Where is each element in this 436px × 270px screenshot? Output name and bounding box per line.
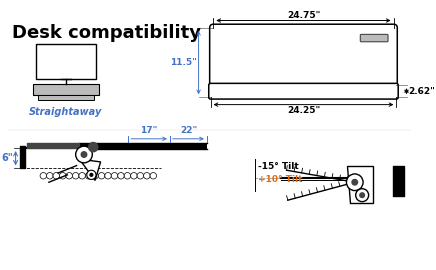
Circle shape — [66, 173, 72, 179]
Circle shape — [347, 174, 363, 191]
Circle shape — [131, 173, 137, 179]
Circle shape — [150, 173, 157, 179]
FancyBboxPatch shape — [360, 34, 388, 42]
Text: 2.62": 2.62" — [409, 87, 435, 96]
Text: 24.75": 24.75" — [287, 11, 320, 20]
Bar — [38, 95, 94, 100]
Circle shape — [124, 173, 131, 179]
Text: Straightaway: Straightaway — [29, 107, 102, 117]
Polygon shape — [79, 159, 101, 180]
Circle shape — [81, 152, 87, 157]
Polygon shape — [347, 166, 373, 202]
Text: +10° Tilt: +10° Tilt — [258, 175, 302, 184]
Text: 11.5": 11.5" — [170, 58, 197, 67]
Bar — [33, 84, 99, 95]
Text: 22": 22" — [180, 126, 197, 135]
Circle shape — [89, 143, 98, 152]
Circle shape — [79, 173, 85, 179]
Circle shape — [72, 173, 79, 179]
Circle shape — [111, 173, 118, 179]
Circle shape — [76, 146, 92, 163]
Text: 6": 6" — [1, 153, 13, 163]
Circle shape — [137, 173, 143, 179]
Circle shape — [118, 173, 124, 179]
Circle shape — [40, 173, 47, 179]
Circle shape — [143, 173, 150, 179]
Bar — [36, 44, 96, 79]
FancyBboxPatch shape — [210, 24, 397, 87]
Circle shape — [87, 170, 96, 180]
Text: 17": 17" — [140, 126, 158, 135]
Circle shape — [59, 173, 66, 179]
Circle shape — [47, 173, 53, 179]
Circle shape — [360, 193, 364, 197]
Circle shape — [98, 173, 105, 179]
Text: Desk compatibility: Desk compatibility — [12, 24, 201, 42]
Circle shape — [352, 180, 358, 185]
FancyBboxPatch shape — [209, 83, 398, 99]
Text: 24.25": 24.25" — [287, 106, 320, 114]
Text: -15° Tilt: -15° Tilt — [258, 162, 299, 171]
Circle shape — [90, 173, 93, 176]
Circle shape — [92, 173, 98, 179]
Circle shape — [85, 173, 92, 179]
Circle shape — [105, 173, 111, 179]
Circle shape — [53, 173, 59, 179]
Circle shape — [356, 189, 368, 202]
